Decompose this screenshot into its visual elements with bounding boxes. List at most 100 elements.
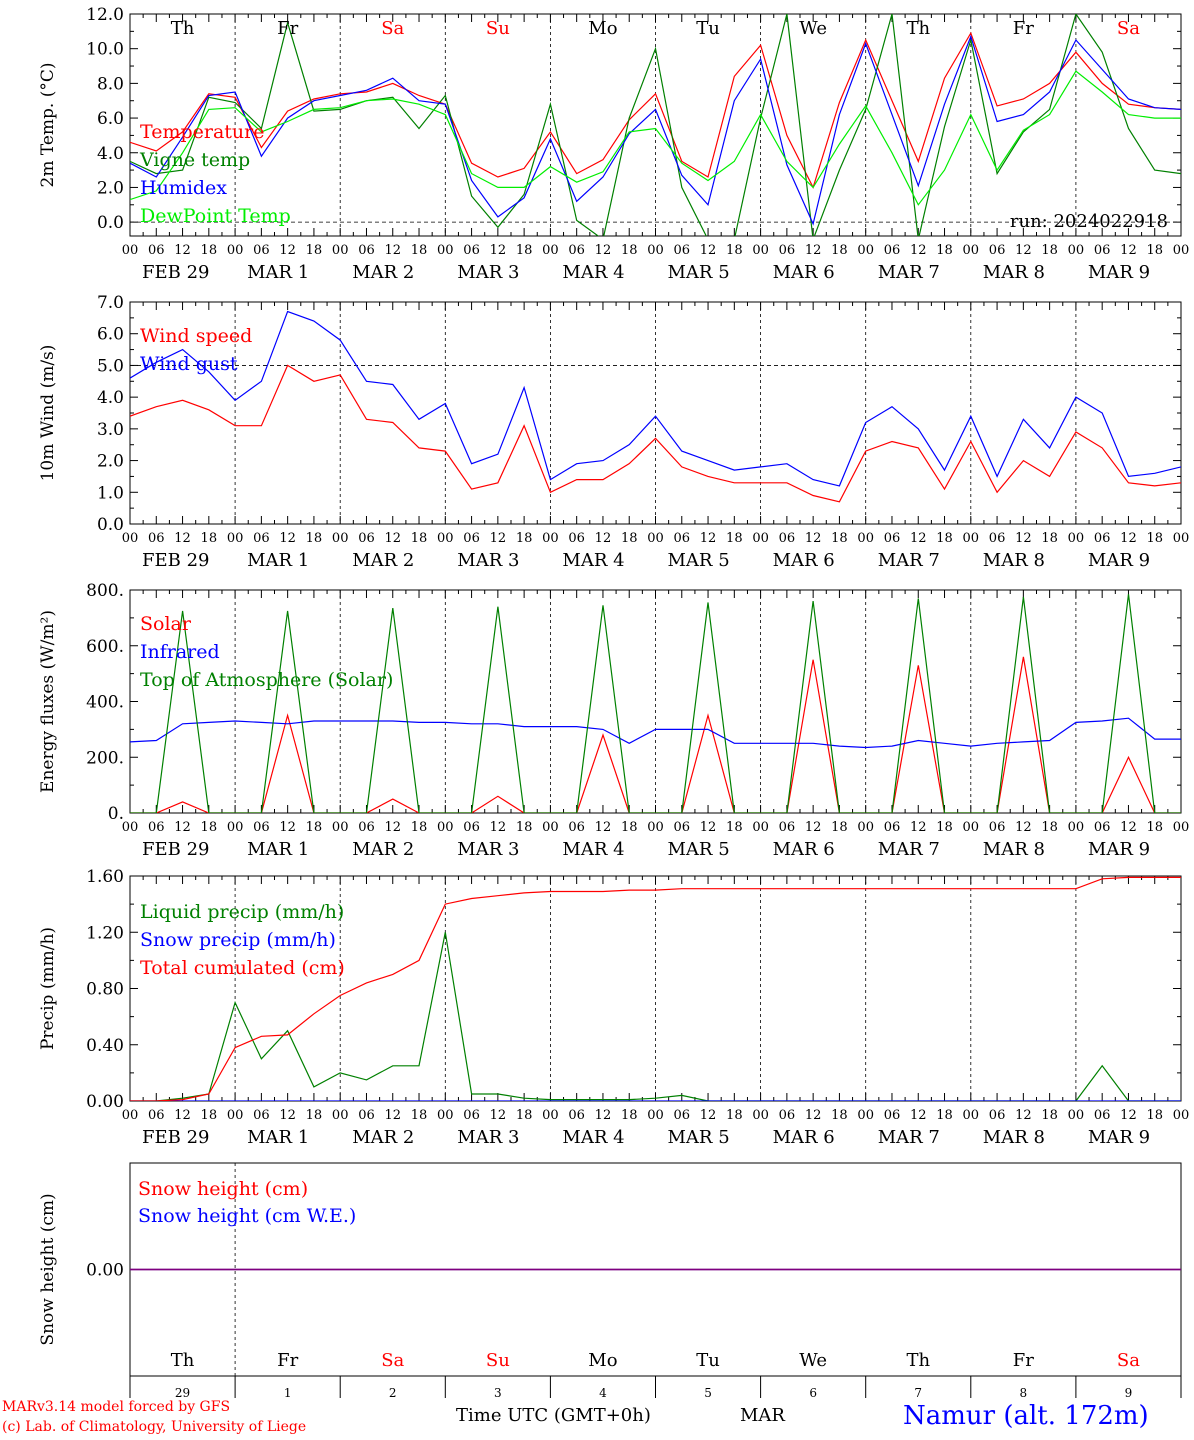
hour-tick-label: 18 (411, 531, 428, 546)
hour-tick-label: 00 (752, 531, 769, 546)
weekday-label: Th (906, 18, 930, 39)
hour-tick-label: 00 (332, 820, 349, 835)
series-line (130, 31, 1181, 189)
hour-tick-label: 06 (1094, 1108, 1111, 1123)
hour-tick-label: 00 (963, 531, 980, 546)
hour-tick-label: 06 (674, 243, 691, 258)
hour-tick-label: 00 (963, 820, 980, 835)
date-label: MAR 7 (878, 262, 940, 283)
hour-tick-label: 18 (411, 820, 428, 835)
legend-entry: Humidex (140, 177, 227, 199)
hour-tick-label: 06 (779, 1108, 796, 1123)
hour-tick-label: 18 (516, 820, 533, 835)
legend-entry: Temperature (140, 121, 264, 143)
date-label: MAR 5 (668, 1127, 730, 1148)
hour-tick-label: 18 (621, 531, 638, 546)
hour-tick-label: 12 (174, 531, 191, 546)
hour-tick-label: 12 (910, 243, 927, 258)
hour-tick-label: 18 (201, 243, 218, 258)
weekday-label: Th (906, 1350, 930, 1371)
legend-entry: Total cumulated (cm) (140, 957, 345, 979)
y-tick-label: 600. (86, 637, 124, 657)
hour-tick-label: 06 (568, 243, 585, 258)
hour-tick-label: 06 (358, 1108, 375, 1123)
y-axis-label: 2m Temp. (°C) (38, 62, 58, 187)
hour-tick-label: 00 (752, 1108, 769, 1123)
hour-tick-label: 00 (332, 531, 349, 546)
hour-tick-label: 00 (647, 820, 664, 835)
series-line (130, 656, 1181, 813)
hour-tick-label: 06 (148, 531, 165, 546)
hour-tick-label: 18 (1146, 243, 1163, 258)
hour-tick-label: 00 (857, 1108, 874, 1123)
date-label: MAR 6 (773, 262, 835, 283)
hour-tick-label: 12 (1015, 1108, 1032, 1123)
legend-entry: Snow height (cm) (138, 1178, 308, 1200)
day-number-label: 1 (284, 1386, 292, 1400)
y-tick-label: 2.0 (97, 452, 124, 472)
day-number-label: 3 (494, 1386, 502, 1400)
y-axis-label: Energy fluxes (W/m²) (38, 610, 58, 793)
y-tick-label: 1.20 (86, 923, 124, 943)
hour-tick-label: 00 (1068, 531, 1085, 546)
date-label: FEB 29 (142, 1127, 209, 1148)
y-tick-label: 400. (86, 693, 124, 713)
hour-tick-label: 18 (726, 243, 743, 258)
hour-tick-label: 00 (1068, 243, 1085, 258)
hour-tick-label: 18 (201, 531, 218, 546)
station-label: Namur (alt. 172m) (903, 1401, 1149, 1431)
date-label: MAR 4 (562, 262, 624, 283)
legend-entry: DewPoint Temp (140, 205, 291, 227)
date-label: MAR 3 (457, 262, 519, 283)
weekday-label: Su (486, 1350, 510, 1371)
hour-tick-label: 00 (227, 531, 244, 546)
series-line (130, 14, 1181, 236)
hour-tick-label: 00 (963, 1108, 980, 1123)
legend-entry: Wind gust (140, 353, 238, 375)
hour-tick-label: 06 (358, 243, 375, 258)
y-tick-label: 0.00 (86, 1261, 124, 1281)
y-tick-label: 0.0 (97, 515, 124, 535)
hour-tick-label: 18 (831, 820, 848, 835)
hour-tick-label: 18 (306, 1108, 323, 1123)
hour-tick-label: 00 (332, 1108, 349, 1123)
hour-tick-label: 12 (279, 1108, 296, 1123)
hour-tick-label: 00 (542, 531, 559, 546)
y-tick-label: 0.40 (86, 1036, 124, 1056)
day-number-label: 4 (599, 1386, 607, 1400)
date-label: MAR 4 (562, 550, 624, 571)
hour-tick-label: 06 (463, 820, 480, 835)
hour-tick-label: 18 (306, 531, 323, 546)
hour-tick-label: 12 (700, 531, 717, 546)
hour-tick-label: 12 (910, 820, 927, 835)
hour-tick-label: 06 (148, 243, 165, 258)
hour-tick-label: 00 (542, 820, 559, 835)
y-tick-label: 0. (108, 804, 124, 824)
date-label: MAR 8 (983, 550, 1045, 571)
date-label: MAR 1 (247, 839, 309, 860)
date-label: MAR 6 (773, 550, 835, 571)
hour-tick-label: 18 (306, 243, 323, 258)
hour-tick-label: 00 (1068, 820, 1085, 835)
hour-tick-label: 12 (1015, 820, 1032, 835)
hour-tick-label: 06 (779, 531, 796, 546)
hour-tick-label: 00 (437, 1108, 454, 1123)
date-label: MAR 5 (668, 550, 730, 571)
hour-tick-label: 06 (463, 531, 480, 546)
date-label: MAR 6 (773, 839, 835, 860)
hour-tick-label: 12 (1120, 531, 1137, 546)
legend-entry: Snow height (cm W.E.) (138, 1205, 356, 1227)
hour-tick-label: 18 (726, 1108, 743, 1123)
hour-tick-label: 06 (989, 1108, 1006, 1123)
hour-tick-label: 18 (201, 820, 218, 835)
hour-tick-label: 06 (253, 531, 270, 546)
hour-tick-label: 12 (174, 820, 191, 835)
date-label: MAR 8 (983, 262, 1045, 283)
hour-tick-label: 06 (989, 531, 1006, 546)
weekday-label: Fr (1013, 1350, 1034, 1371)
hour-tick-label: 12 (1015, 243, 1032, 258)
hour-tick-label: 12 (1120, 243, 1137, 258)
hour-tick-label: 06 (148, 820, 165, 835)
hour-tick-label: 00 (437, 820, 454, 835)
hour-tick-label: 06 (1094, 243, 1111, 258)
